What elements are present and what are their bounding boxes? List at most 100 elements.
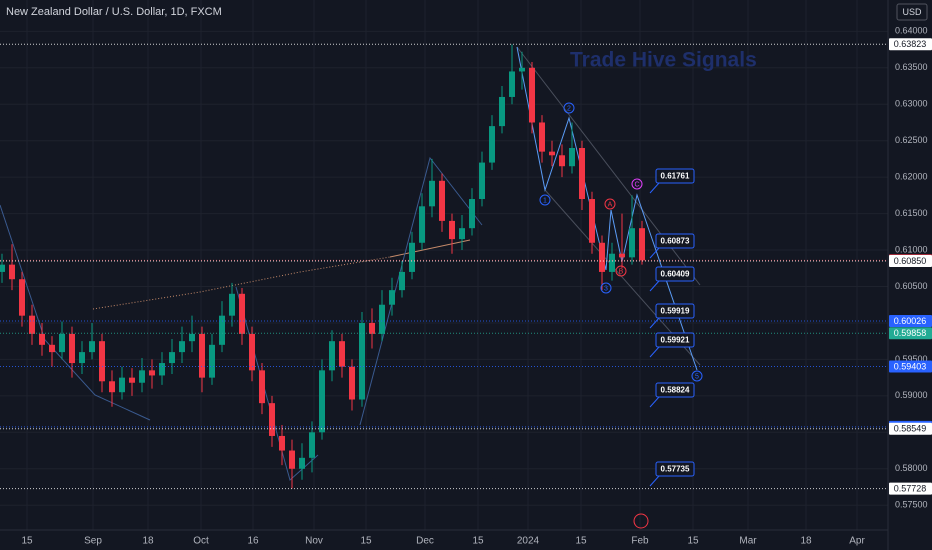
candle-body: [209, 344, 215, 378]
trend-line: [359, 156, 483, 426]
y-tick-label: 0.63500: [895, 62, 928, 72]
note-label: 0.57735: [661, 465, 690, 474]
candle-body: [459, 228, 465, 240]
currency-label[interactable]: USD: [902, 7, 922, 17]
leader-line: [649, 182, 660, 194]
x-tick-label: 15: [21, 536, 33, 547]
candle-body: [59, 333, 65, 353]
wave-label: 1: [543, 197, 547, 204]
wave-label: B: [619, 268, 624, 275]
candle-body: [469, 199, 475, 229]
drawings: [0, 46, 701, 481]
price-label: 0.63823: [894, 39, 927, 49]
x-tick-label: 16: [247, 536, 259, 547]
price-label: 0.57728: [894, 483, 927, 493]
candle-body: [99, 341, 105, 382]
y-tick-label: 0.64000: [895, 26, 928, 36]
candle-body: [259, 370, 265, 404]
price-label-box: [889, 482, 932, 495]
wave-label: 5: [695, 373, 699, 380]
y-tick-label: 0.58000: [895, 463, 928, 473]
price-label: 0.59403: [894, 361, 927, 371]
candle-body: [179, 341, 185, 353]
note-box: [655, 168, 695, 184]
alert-icon[interactable]: [633, 513, 649, 529]
candle-body: [499, 96, 505, 127]
wave-label: C: [634, 181, 639, 188]
candle-body: [309, 432, 315, 458]
y-tick-label: 0.61000: [895, 244, 928, 254]
chart-title: New Zealand Dollar / U.S. Dollar, 1D, FX…: [6, 6, 222, 18]
wave-marker: [631, 178, 643, 190]
annotations: 0.61761 0.60873 0.60409 0.59919 0.59921 0.588…: [539, 102, 703, 487]
x-tick-label: Apr: [849, 536, 865, 547]
note-label: 0.60873: [661, 237, 690, 246]
x-tick-label: 15: [687, 536, 699, 547]
candle-body: [549, 151, 555, 156]
price-label: 0.60026: [894, 316, 927, 326]
candle-body: [519, 67, 525, 72]
price-label-box: [889, 422, 932, 435]
candle-body: [389, 290, 395, 305]
y-tick-label: 0.59000: [895, 390, 928, 400]
leader-line: [649, 247, 660, 259]
candle-body: [279, 435, 285, 451]
wave-marker: [539, 194, 551, 206]
candle-body: [79, 352, 85, 364]
candle-body: [349, 366, 355, 400]
candle-body: [69, 333, 75, 364]
y-tick-label: 0.60500: [895, 281, 928, 291]
x-tick-label: 15: [472, 536, 484, 547]
watermark: Trade Hive Signals: [570, 49, 757, 72]
note-label: 0.59921: [661, 336, 690, 345]
leader-line: [649, 317, 660, 329]
wave-marker: [604, 198, 616, 210]
x-tick-label: Dec: [416, 536, 434, 547]
x-tick-label: 2024: [517, 536, 540, 547]
candle-body: [109, 381, 115, 393]
candle-body: [189, 333, 195, 342]
axes: 0.575000.580000.585000.590000.595000.600…: [21, 26, 932, 547]
note-box: [655, 303, 695, 319]
note-box: [655, 461, 695, 477]
candle-body: [149, 370, 155, 376]
candle-body: [359, 322, 365, 400]
candle-body: [369, 322, 375, 334]
candle-body: [9, 264, 15, 280]
y-tick-label: 0.62000: [895, 172, 928, 182]
price-axis: [888, 0, 932, 550]
x-tick-label: Mar: [739, 536, 757, 547]
candle-body: [489, 126, 495, 163]
candle-body: [599, 242, 605, 272]
candle-body: [249, 333, 255, 371]
grid: [0, 0, 888, 530]
candle-body: [299, 457, 305, 469]
note-box: [655, 266, 695, 282]
candle-body: [269, 403, 275, 436]
candle-body: [19, 279, 25, 316]
candle-body: [219, 315, 225, 345]
wave-marker: [600, 282, 612, 294]
candle-body: [329, 341, 335, 371]
candle-body: [559, 155, 565, 167]
x-tick-label: Sep: [84, 536, 102, 547]
price-label-box: [889, 327, 932, 340]
candle-body: [289, 450, 295, 469]
candle-body: [319, 370, 325, 433]
note-box: [655, 382, 695, 398]
x-tick-label: Nov: [305, 536, 323, 547]
y-tick-label: 0.61500: [895, 208, 928, 218]
y-tick-label: 0.57500: [895, 500, 928, 510]
currency-button[interactable]: [896, 3, 928, 21]
candle-body: [429, 180, 435, 207]
candle-body: [569, 147, 575, 167]
candle-body: [609, 253, 615, 272]
candle-body: [399, 271, 405, 291]
leader-line: [649, 346, 660, 358]
trend-line: [389, 239, 471, 258]
candle-body: [239, 293, 245, 334]
candle-body: [479, 162, 485, 200]
price-label-box: [889, 315, 932, 328]
